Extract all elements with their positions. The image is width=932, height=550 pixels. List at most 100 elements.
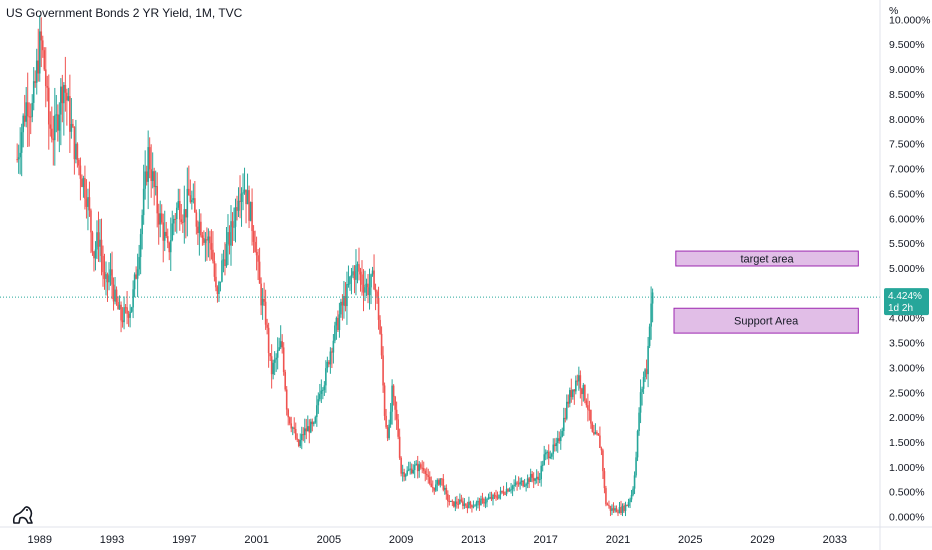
candle-body xyxy=(627,502,630,506)
candle-body xyxy=(505,489,508,495)
candle-body xyxy=(380,333,383,356)
candle-body xyxy=(135,274,137,279)
candle-body xyxy=(578,375,580,382)
candle-body xyxy=(32,81,35,103)
candle-body xyxy=(422,468,425,471)
candle-body xyxy=(130,307,133,312)
candle-body xyxy=(16,159,18,161)
candle-body xyxy=(361,274,363,285)
candle-body xyxy=(162,222,165,241)
candle-body xyxy=(552,444,555,454)
candle-body xyxy=(61,86,64,104)
candle-body xyxy=(404,474,407,477)
candle-body xyxy=(142,188,145,216)
candle-body xyxy=(391,385,393,412)
candle-body xyxy=(650,303,652,327)
price-axis[interactable]: 0.000% 0.500% 1.000% 1.500% 2.000% 2.500% 3.00… xyxy=(889,14,930,523)
candle-body xyxy=(234,207,237,227)
candle-body xyxy=(606,504,609,506)
candle-body xyxy=(97,232,100,247)
candle-body xyxy=(166,236,169,243)
candle-body xyxy=(454,501,457,507)
candle-body xyxy=(576,380,579,382)
candle-body xyxy=(171,223,174,241)
candle-body xyxy=(581,388,583,395)
candle-body xyxy=(492,494,494,500)
candle-body xyxy=(593,431,595,435)
candle-body xyxy=(243,189,246,193)
candle-body xyxy=(272,362,274,375)
candle-body xyxy=(278,347,280,351)
candle-body xyxy=(392,385,395,397)
candle-body xyxy=(147,147,149,182)
candle-body xyxy=(66,92,68,101)
candle-body xyxy=(510,489,512,491)
candle-body xyxy=(528,478,530,482)
candle-body xyxy=(263,298,265,302)
candle-body xyxy=(183,209,186,223)
candle-body xyxy=(38,31,41,74)
candle-body xyxy=(294,429,297,439)
candle-body xyxy=(20,132,23,153)
candle-body xyxy=(261,298,264,306)
candle-body xyxy=(290,423,293,429)
candle-body xyxy=(502,491,505,494)
candle-body xyxy=(192,198,195,200)
candle-body xyxy=(355,265,357,280)
target-zone[interactable] xyxy=(675,250,859,267)
candle-body xyxy=(311,421,314,425)
candle-body xyxy=(562,417,565,431)
time-axis[interactable]: 1989 1993 1997 2001 2005 2009 2013 2017 2021 2025… xyxy=(28,534,848,546)
x-tick-label: 2013 xyxy=(461,534,485,546)
candle-body xyxy=(648,326,651,346)
candle-body xyxy=(469,501,472,505)
candle-body xyxy=(499,490,502,495)
candle-body xyxy=(87,197,89,207)
candle-body xyxy=(126,307,128,314)
candle-body xyxy=(169,240,172,253)
candle-body xyxy=(67,96,70,101)
candle-body xyxy=(642,376,645,389)
candle-body xyxy=(437,480,440,485)
y-tick-label: 3.500% xyxy=(889,338,925,350)
candle-body xyxy=(186,188,189,218)
candle-body xyxy=(556,438,559,444)
tradingview-logo-icon[interactable] xyxy=(12,506,33,524)
candle-body xyxy=(529,473,532,482)
candle-body xyxy=(329,351,332,365)
candle-body xyxy=(424,470,427,475)
candle-body xyxy=(618,507,621,513)
candle-body xyxy=(132,289,134,308)
candles-layer xyxy=(16,14,654,517)
candle-body xyxy=(352,271,354,275)
candle-body xyxy=(409,468,411,470)
candle-body xyxy=(475,502,478,506)
x-tick-label: 2005 xyxy=(317,534,341,546)
candle-body xyxy=(114,289,116,302)
candle-body xyxy=(51,128,53,139)
candle-body xyxy=(350,274,353,277)
candle-body xyxy=(111,269,113,285)
candle-body xyxy=(228,232,231,246)
support-zone-label: Support Area xyxy=(734,316,799,328)
candle-body xyxy=(182,221,184,223)
bar-countdown: 1d 2h xyxy=(888,303,913,314)
candle-body xyxy=(639,392,642,413)
candle-body xyxy=(559,436,562,442)
candle-body xyxy=(525,484,527,486)
candle-body xyxy=(242,192,244,194)
candle-body xyxy=(178,201,181,220)
support-zone[interactable] xyxy=(673,307,859,334)
candle-body xyxy=(230,221,232,246)
candle-body xyxy=(172,218,175,224)
candle-body xyxy=(231,221,234,228)
candle-body xyxy=(72,123,74,127)
candle-body xyxy=(85,198,88,207)
candle-body xyxy=(165,231,168,237)
candle-body xyxy=(303,428,306,436)
candle-body xyxy=(427,475,430,477)
candle-body xyxy=(308,426,311,433)
candle-body xyxy=(257,255,259,262)
candle-body xyxy=(275,357,277,360)
